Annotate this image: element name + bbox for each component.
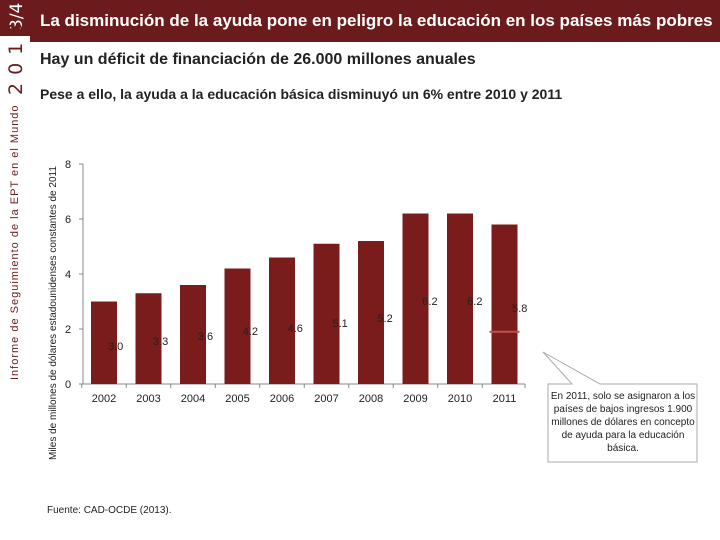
data-label: 4.2 bbox=[243, 326, 258, 338]
x-tick-label: 2005 bbox=[225, 393, 249, 405]
data-label: 3.0 bbox=[108, 341, 123, 353]
x-tick-label: 2002 bbox=[92, 393, 116, 405]
annotation-note: En 2011, solo se asignaron a los países … bbox=[550, 391, 696, 454]
data-label: 6.2 bbox=[422, 296, 437, 308]
bar-2011 bbox=[491, 224, 518, 384]
x-tick-label: 2004 bbox=[181, 393, 205, 405]
x-tick-label: 2011 bbox=[493, 393, 517, 405]
x-tick-label: 2006 bbox=[270, 393, 294, 405]
subtitle: Hay un déficit de financiación de 26.000… bbox=[40, 51, 476, 68]
bar-2004 bbox=[180, 285, 206, 384]
x-tick-label: 2008 bbox=[359, 393, 383, 405]
chart-title: Pese a ello, la ayuda a la educación bás… bbox=[40, 86, 563, 102]
edition-badge bbox=[0, 0, 30, 36]
y-tick-label: 0 bbox=[65, 379, 71, 391]
y-tick-label: 4 bbox=[65, 269, 71, 281]
side-strip: 3/4 2013 Informe de Seguimiento de la EP… bbox=[0, 0, 30, 540]
data-label: 4.6 bbox=[288, 323, 303, 335]
bar-2006 bbox=[269, 257, 295, 384]
header-bar bbox=[30, 0, 720, 42]
source-note: Fuente: CAD-OCDE (2013). bbox=[47, 505, 172, 516]
annotation-callout bbox=[542, 351, 698, 463]
data-label: 5.1 bbox=[333, 318, 348, 330]
y-tick-label: 6 bbox=[65, 214, 71, 226]
data-label: 3.6 bbox=[198, 331, 213, 343]
y-tick-label: 8 bbox=[65, 159, 71, 171]
x-tick-label: 2007 bbox=[314, 393, 338, 405]
x-tick-label: 2009 bbox=[403, 393, 427, 405]
bar-2010 bbox=[447, 213, 473, 384]
x-tick-label: 2010 bbox=[448, 393, 472, 405]
data-label: 5.2 bbox=[377, 313, 392, 325]
bar-2003 bbox=[135, 293, 162, 384]
y-tick-label: 2 bbox=[65, 324, 71, 336]
x-tick-label: 2003 bbox=[136, 393, 160, 405]
bar-2009 bbox=[402, 213, 429, 384]
bar-2007 bbox=[313, 243, 340, 384]
bar-2005 bbox=[224, 268, 251, 384]
bar-2008 bbox=[358, 241, 384, 384]
data-label: 3.3 bbox=[153, 336, 168, 348]
page-title: La disminución de la ayuda pone en pelig… bbox=[40, 11, 713, 30]
data-label: 5.8 bbox=[512, 303, 527, 315]
data-label: 6.2 bbox=[467, 296, 482, 308]
bar-2002 bbox=[91, 301, 117, 384]
